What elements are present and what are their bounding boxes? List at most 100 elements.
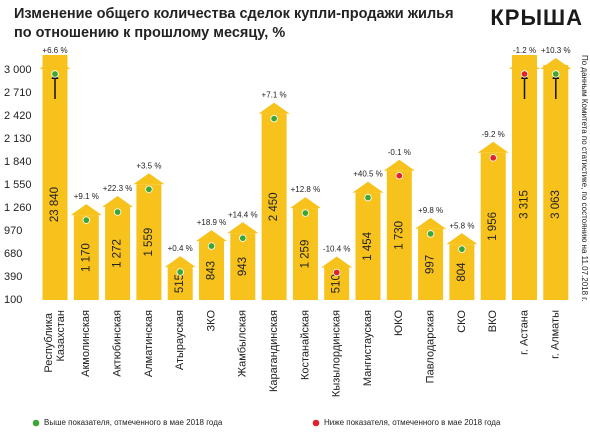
marker-dot (239, 234, 247, 242)
change-label: +22.3 % (103, 184, 133, 193)
change-label: +7.1 % (262, 91, 287, 100)
bar (42, 55, 68, 300)
y-tick-label: 1 260 (4, 202, 32, 214)
value-label: 1 259 (299, 240, 311, 269)
value-label: 510 (331, 274, 343, 293)
y-tick-label: 1 550 (4, 179, 32, 191)
bar (105, 207, 131, 300)
y-tick-label: 3 000 (4, 64, 32, 76)
roof (352, 181, 384, 193)
value-label: 1 454 (362, 231, 374, 260)
bar (543, 65, 569, 300)
change-label: +9.1 % (74, 192, 99, 201)
x-tick-label: Мангистауская (362, 310, 374, 386)
legend-dot (312, 419, 320, 427)
x-tick-label: Республика Казахстан (43, 310, 67, 373)
roof (289, 197, 321, 209)
roof (540, 58, 572, 69)
value-label: 997 (425, 255, 437, 274)
change-label: +40.5 % (353, 170, 383, 179)
marker-dot (113, 208, 122, 216)
chart-title: Изменение общего количества сделок купли… (14, 6, 454, 22)
roof (196, 230, 227, 242)
change-label: +12.8 % (291, 185, 321, 194)
x-tick-label: Жамбылская (237, 310, 249, 377)
y-tick-label: 2 710 (4, 87, 32, 99)
bar (418, 228, 444, 300)
roof (164, 256, 196, 268)
marker-dot (176, 268, 184, 276)
change-label: -1.2 % (513, 46, 536, 55)
marker-dot (270, 114, 278, 123)
y-tick-label: 1 840 (4, 156, 32, 168)
marker-dot (552, 70, 560, 78)
marker-dot (333, 268, 341, 277)
change-label: +3.5 % (136, 161, 161, 170)
roof (446, 233, 478, 245)
roof (509, 58, 540, 69)
x-tick-label: ВКО (487, 310, 499, 333)
y-tick-label: 2 130 (4, 133, 32, 145)
marker-dot (458, 245, 466, 253)
y-tick-label: 390 (4, 271, 22, 283)
x-tick-label: СКО (456, 310, 468, 333)
change-label: -10.4 % (323, 245, 351, 254)
x-tick-label: Павлодарская (425, 310, 437, 383)
bar (386, 170, 412, 300)
x-tick-label: г. Алматы (550, 310, 562, 359)
logo: КРЫША (490, 5, 583, 30)
bar (73, 215, 99, 300)
roof (321, 256, 353, 268)
roof (102, 196, 134, 208)
bar (136, 184, 162, 300)
marker-dot (489, 154, 497, 162)
marker-dot (207, 242, 216, 250)
y-tick-label: 680 (4, 248, 22, 260)
roof (415, 217, 447, 229)
roof (258, 102, 290, 114)
roof (383, 159, 415, 171)
source-note: По данным Комитета по статистике, по сос… (580, 55, 589, 301)
roof (39, 58, 71, 69)
value-label: 1 730 (393, 221, 405, 250)
bar (199, 241, 224, 300)
roof (477, 141, 509, 153)
value-label: 804 (456, 262, 468, 282)
value-label: 3 063 (550, 190, 562, 219)
bar (230, 233, 256, 300)
change-label: +18.9 % (197, 218, 227, 227)
marker-dot (51, 70, 59, 78)
x-tick-label: Карагандинская (268, 310, 280, 392)
change-label: +9.8 % (418, 206, 443, 215)
legend-dot (32, 419, 40, 427)
marker-dot (426, 230, 435, 238)
x-tick-label: Алматинская (143, 310, 155, 377)
legend-label: Выше показателя, отмеченного в мае 2018 … (44, 418, 223, 427)
bar (355, 192, 381, 300)
value-label: 1 170 (80, 243, 92, 272)
bar (480, 152, 506, 300)
value-label: 2 450 (268, 192, 280, 221)
x-tick-label: Атырауская (174, 310, 186, 370)
x-tick-label: г. Астана (518, 309, 530, 355)
x-tick-label: Кызылординская (331, 310, 343, 397)
plot (39, 55, 572, 300)
value-label: 1 956 (487, 212, 499, 241)
bar (449, 244, 475, 300)
value-label: 3 315 (519, 190, 531, 219)
change-label: +0.4 % (168, 244, 193, 253)
change-label: -0.1 % (388, 148, 411, 157)
y-tick-label: 100 (4, 294, 22, 306)
change-label: -9.2 % (482, 130, 505, 139)
roof (227, 222, 259, 234)
change-label: +5.8 % (449, 221, 474, 230)
marker-dot (364, 193, 372, 202)
chart-title: по отношению к прошлому месяцу, % (14, 25, 285, 41)
change-label: +6.6 % (42, 46, 67, 55)
bar (261, 113, 287, 300)
marker-dot (395, 172, 403, 180)
marker-dot (82, 216, 90, 224)
bar (292, 208, 318, 300)
value-label: 843 (206, 261, 218, 280)
